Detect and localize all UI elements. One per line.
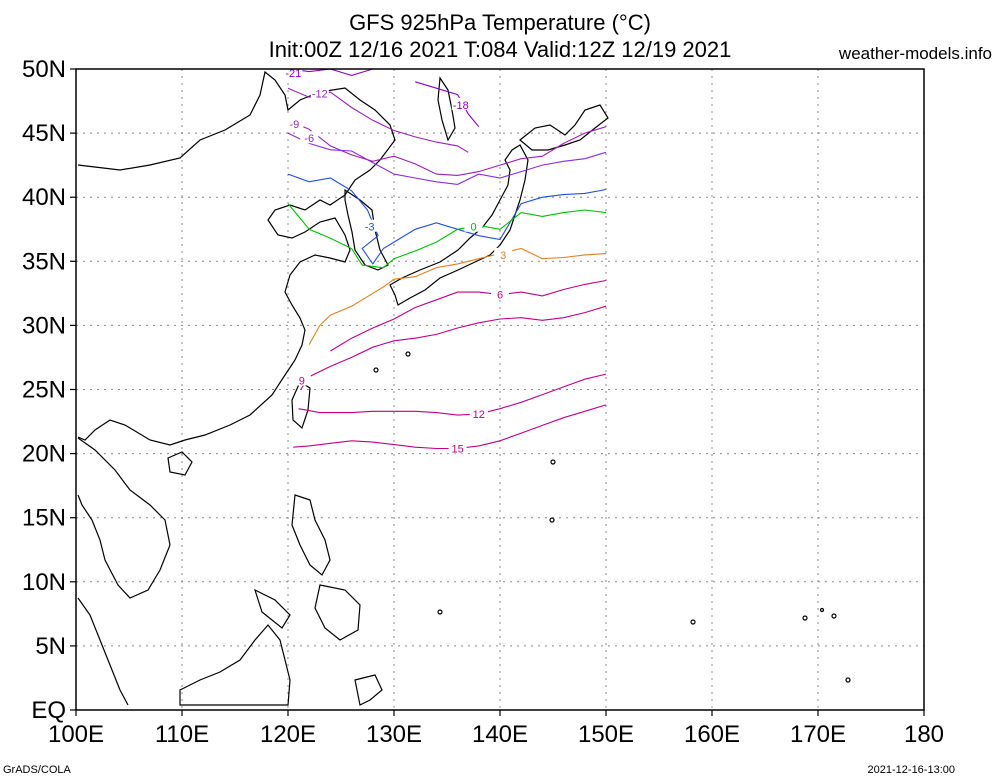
footer-timestamp: 2021-12-16-13:00 — [867, 764, 955, 776]
coastline-hokkaido — [519, 104, 609, 151]
lon-tick-label: 170E — [790, 721, 846, 748]
contour-label: -21 — [285, 68, 301, 80]
temperature-contours — [287, 68, 607, 450]
contour-label-bg — [469, 406, 488, 419]
contour-line — [300, 305, 607, 390]
contour-label-bg — [494, 247, 513, 260]
lat-tick-label: 5N — [35, 633, 66, 660]
lat-tick-label: 30N — [22, 312, 66, 339]
lat-tick-label: 45N — [22, 120, 66, 147]
contour-label-bg — [491, 287, 509, 300]
coastline-japan — [389, 144, 529, 306]
contour-label: 6 — [497, 290, 503, 302]
contour-label-bg — [300, 131, 319, 144]
lat-tick-label: EQ — [31, 697, 66, 724]
chart-subtitle: Init:00Z 12/16 2021 T:084 Valid:12Z 12/1… — [268, 37, 732, 62]
island-7 — [373, 367, 379, 373]
coastline-malay — [77, 597, 129, 706]
contour-label-bg — [310, 86, 329, 99]
contour-label-bg — [448, 441, 467, 454]
contour-label: 0 — [470, 222, 476, 234]
lat-tick-labels: 50N 45N 40N 35N 30N 25N 20N 15N 10N 5N EQ — [22, 56, 76, 724]
lon-tick-label: 130E — [366, 721, 422, 748]
lat-tick-label: 15N — [22, 505, 66, 532]
contour-line — [308, 247, 607, 345]
coastline-sakhalin — [437, 76, 456, 142]
lon-tick-label: 100E — [48, 721, 104, 748]
lat-tick-label: 40N — [22, 184, 66, 211]
coastline-indochina — [77, 437, 171, 599]
contour-line — [298, 373, 607, 416]
coastline-luzon — [291, 494, 331, 576]
island-8 — [405, 351, 411, 357]
island-1 — [690, 619, 696, 625]
contour-label-bg — [360, 219, 379, 232]
contour-line — [287, 119, 607, 176]
contour-label-bg — [285, 117, 304, 130]
island-2 — [802, 615, 808, 621]
island-6 — [437, 609, 443, 615]
contour-line — [287, 173, 607, 265]
contour-label: 9 — [299, 376, 305, 388]
contour-label: 15 — [451, 443, 463, 455]
lon-tick-label: 110E — [155, 721, 209, 748]
site-credit: weather-models.info — [838, 44, 992, 63]
lon-tick-label: 150E — [578, 721, 634, 748]
lon-tick-label: 180 — [904, 721, 944, 748]
footer-software: GrADS/COLA — [3, 764, 71, 776]
contour-label-bg — [451, 97, 470, 110]
island-guam — [550, 459, 556, 465]
island-3 — [831, 613, 837, 619]
contour-label: -6 — [304, 133, 314, 145]
lat-tick-label: 20N — [22, 441, 66, 468]
coastline-mindanao — [314, 584, 361, 641]
contour-line — [415, 81, 480, 128]
lat-tick-label: 10N — [22, 569, 66, 596]
lat-tick-label: 25N — [22, 377, 66, 404]
coastline-borneo — [179, 624, 291, 706]
lon-tick-label: 140E — [472, 721, 528, 748]
contour-label-bg — [292, 373, 311, 386]
coastlines — [77, 70, 851, 706]
island-marianas — [549, 517, 555, 523]
contour-label: -18 — [453, 100, 469, 112]
lon-tick-label: 160E — [684, 721, 740, 748]
contour-label: 3 — [500, 250, 506, 262]
lat-tick-label: 35N — [22, 248, 66, 275]
contour-label: -9 — [289, 119, 299, 131]
contour-line — [330, 279, 607, 352]
coastline-palawan — [253, 588, 291, 629]
contour-label: 12 — [473, 409, 485, 421]
coastline-asia — [77, 70, 396, 446]
island-4 — [845, 677, 851, 683]
contour-line — [287, 132, 607, 185]
contour-line — [293, 404, 607, 450]
contour-label-bg — [464, 219, 483, 232]
chart-title: GFS 925hPa Temperature (°C) — [349, 10, 651, 35]
coastline-sulawesi — [354, 674, 383, 706]
contour-line — [287, 203, 607, 269]
island-5 — [819, 607, 825, 613]
contour-label: -12 — [312, 88, 328, 100]
lat-tick-label: 50N — [22, 56, 66, 83]
coastline-hainan — [167, 451, 193, 476]
lon-tick-label: 120E — [260, 721, 316, 748]
coastline-taiwan — [291, 381, 311, 430]
lon-tick-labels: 100E 110E 120E 130E 140E 150E 160E 170E 180 — [48, 710, 944, 748]
contour-label: -3 — [365, 222, 375, 234]
coastline-korea — [344, 188, 389, 271]
